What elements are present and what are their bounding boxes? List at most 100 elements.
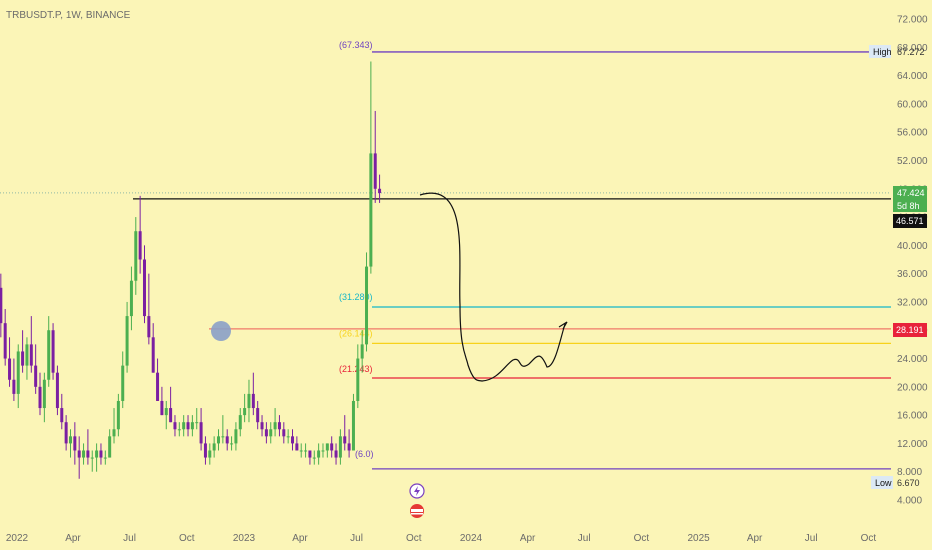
- candle-body: [264, 429, 268, 437]
- x-tick-label: Oct: [406, 533, 422, 544]
- candle-body: [164, 408, 168, 416]
- candle-body: [64, 422, 68, 444]
- candle-body: [134, 231, 138, 281]
- candle-body: [29, 344, 33, 366]
- level-value: 46.571: [896, 216, 924, 226]
- candle-body: [47, 330, 51, 380]
- y-tick-label: 32.000: [897, 297, 928, 308]
- hline-label: (21.243): [339, 364, 373, 374]
- candle-body: [16, 351, 20, 394]
- x-tick-label: Apr: [747, 533, 763, 544]
- candle-body: [365, 266, 369, 345]
- candle-body: [25, 344, 29, 366]
- candle-body: [343, 436, 347, 444]
- y-tick-label: 40.000: [897, 241, 928, 252]
- candle-body: [151, 337, 155, 373]
- x-tick-label: 2025: [687, 533, 710, 544]
- candle-body: [90, 457, 94, 459]
- y-tick-label: 4.000: [897, 496, 922, 507]
- candle-body: [286, 436, 290, 438]
- forecast-arrowhead: [558, 321, 568, 330]
- level-badge: 46.571: [893, 214, 927, 228]
- candle-body: [251, 393, 255, 409]
- x-tick-label: Apr: [292, 533, 308, 544]
- candle-body: [195, 422, 199, 424]
- candle-body: [3, 323, 7, 359]
- candle-body: [55, 372, 59, 409]
- countdown: 5d 8h: [897, 201, 920, 211]
- candle-body: [212, 443, 216, 451]
- candle-body: [338, 436, 342, 458]
- candle-body: [95, 450, 99, 458]
- hline-label: (26.144): [339, 328, 373, 338]
- candle-body: [173, 422, 177, 430]
- candle-body: [199, 422, 203, 444]
- candle-body: [273, 422, 277, 430]
- candle-body: [0, 287, 3, 324]
- candle-body: [225, 436, 229, 444]
- candle-body: [182, 422, 186, 430]
- candle-body: [203, 443, 207, 458]
- forecast-path[interactable]: [419, 192, 566, 382]
- candle-body: [42, 379, 46, 409]
- candle-body: [351, 400, 355, 451]
- candle-body: [269, 429, 273, 437]
- candle-body: [108, 436, 112, 458]
- high-badge: High 67.272: [869, 45, 925, 58]
- candle-body: [103, 457, 107, 459]
- y-tick-label: 20.000: [897, 382, 928, 393]
- x-tick-label: 2022: [6, 533, 29, 544]
- candle-body: [238, 415, 242, 430]
- hline-label: (67.343): [339, 40, 373, 50]
- candle-body: [282, 429, 286, 437]
- candle-body: [330, 443, 334, 451]
- candle-body: [256, 408, 260, 423]
- candle-body: [129, 280, 133, 317]
- candle-body: [138, 231, 142, 260]
- candle-body: [230, 443, 234, 445]
- candle-body: [68, 436, 72, 444]
- alert-badge: 28.191: [893, 323, 927, 337]
- x-tick-label: Jul: [350, 533, 363, 544]
- x-tick-label: Jul: [805, 533, 818, 544]
- candle-body: [73, 436, 77, 451]
- marker-circle[interactable]: [211, 321, 231, 341]
- low-value: 6.670: [897, 478, 920, 488]
- y-tick-label: 64.000: [897, 71, 928, 82]
- candle-body: [334, 450, 338, 458]
- high-value: 67.272: [897, 47, 925, 57]
- candle-body: [356, 358, 360, 401]
- candle-body: [347, 443, 351, 451]
- bottom-level-label: (6.0): [355, 449, 374, 459]
- y-tick-label: 36.000: [897, 269, 928, 280]
- x-tick-label: 2024: [460, 533, 483, 544]
- alert-value: 28.191: [896, 325, 924, 335]
- y-tick-label: 8.000: [897, 467, 922, 478]
- candle-body: [112, 429, 116, 437]
- x-tick-label: Oct: [179, 533, 195, 544]
- flag-icon[interactable]: [410, 504, 424, 518]
- candle-body: [325, 443, 329, 451]
- candle-body: [116, 400, 120, 430]
- high-label: High: [873, 47, 892, 57]
- candle-body: [77, 450, 81, 458]
- candle-body: [317, 450, 321, 458]
- hline-label: (31.280): [339, 292, 373, 302]
- candle-body: [291, 436, 295, 444]
- candle-body: [38, 386, 42, 409]
- candle-body: [221, 436, 225, 438]
- candle-body: [86, 450, 90, 458]
- y-tick-label: 72.000: [897, 15, 928, 26]
- low-label: Low: [875, 478, 892, 488]
- candle-body: [208, 450, 212, 458]
- candle-body: [82, 450, 86, 458]
- candle-body: [99, 450, 103, 458]
- x-tick-label: Oct: [861, 533, 877, 544]
- candle-body: [360, 344, 364, 359]
- lightning-icon[interactable]: [409, 483, 425, 499]
- horizontal-lines[interactable]: (67.343) (31.280) (26.144) (21.243): [0, 40, 891, 470]
- candle-body: [321, 450, 325, 452]
- candle-body: [243, 408, 247, 416]
